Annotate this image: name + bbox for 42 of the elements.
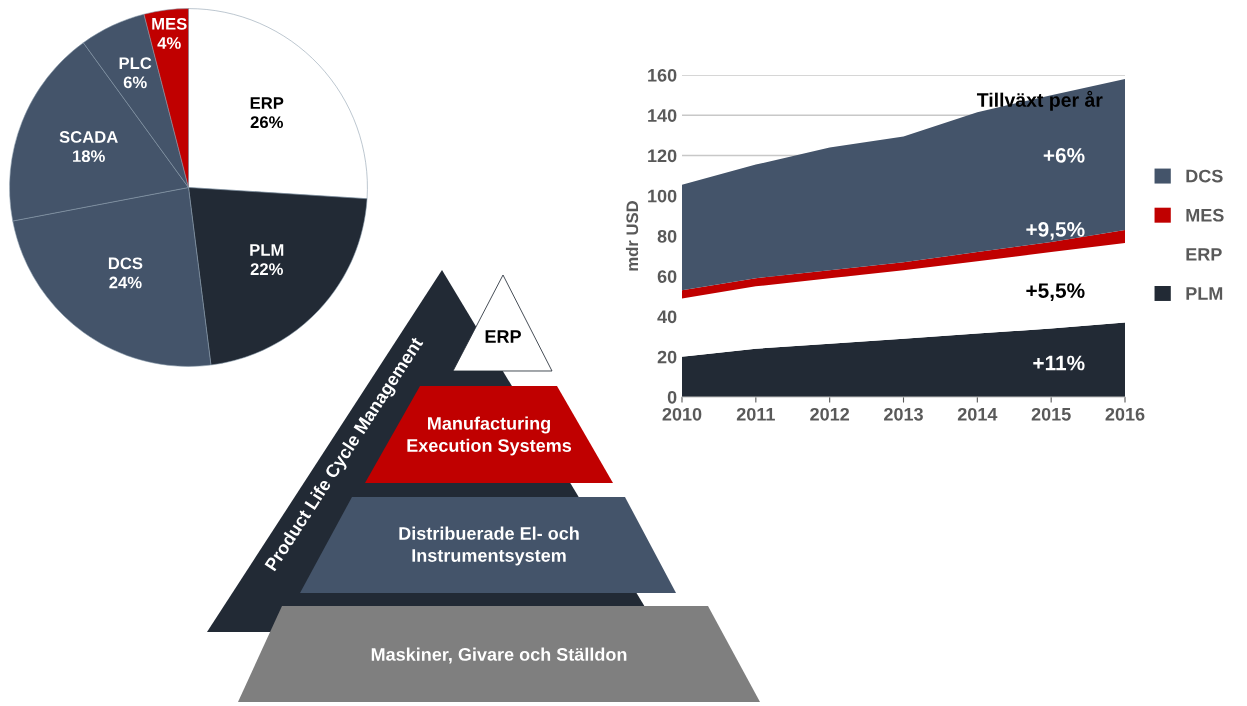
y-tick-label: 120	[648, 149, 677, 163]
text: Distribuerade El- och Instrumentsystem	[399, 526, 579, 566]
legend-label: DCS	[1186, 169, 1223, 183]
slice-label: MES	[152, 17, 187, 30]
slice-label: SCADA	[59, 131, 118, 143]
y-tick-label: 20	[657, 350, 677, 364]
y-axis-title: mdr USD	[625, 201, 639, 271]
legend-label: PLM	[1186, 287, 1223, 300]
annotation: +9,5%	[1026, 222, 1085, 240]
y-tick-label: 160	[648, 68, 677, 82]
data-label: 26%	[250, 116, 283, 129]
x-tick-label: 2014	[957, 407, 998, 421]
x-tick-label: 2015	[1031, 407, 1071, 421]
text: Maskiner, Givare och Ställdon	[371, 647, 627, 664]
annotation: +5,5%	[1026, 283, 1085, 301]
text: ERP	[1186, 248, 1222, 261]
y-tick-label: 60	[657, 270, 677, 283]
x-tick-label: 2011	[736, 407, 775, 421]
x-tick-label: 2010	[662, 407, 702, 421]
slice-label: DCS	[108, 257, 143, 270]
annotation: Tillväxt per år	[976, 90, 1103, 111]
data-label: 22%	[250, 263, 283, 276]
data-label: 4%	[157, 37, 181, 49]
annotation: +11%	[1033, 355, 1085, 371]
x-tick-label: 2013	[884, 407, 923, 421]
y-tick-label: 100	[648, 189, 677, 203]
y-tick-label: 80	[657, 229, 677, 243]
x-tick-label: 2016	[1105, 407, 1145, 421]
text: ERP	[485, 330, 521, 343]
y-tick-label: 0	[667, 390, 677, 404]
slice-label: PLC	[119, 57, 152, 70]
data-label: 24%	[109, 276, 142, 289]
text: Manufacturing Execution Systems	[407, 416, 572, 456]
data-label: 18%	[73, 150, 105, 163]
slice-label: ERP	[250, 97, 284, 109]
data-label: 6%	[123, 76, 147, 89]
y-tick-label: 40	[657, 310, 677, 324]
y-tick-label: 140	[648, 109, 677, 122]
slice-label: PLM	[250, 244, 284, 256]
annotation: +6%	[1043, 147, 1085, 163]
legend-label: MES	[1186, 208, 1224, 222]
x-tick-label: 2012	[810, 407, 850, 421]
